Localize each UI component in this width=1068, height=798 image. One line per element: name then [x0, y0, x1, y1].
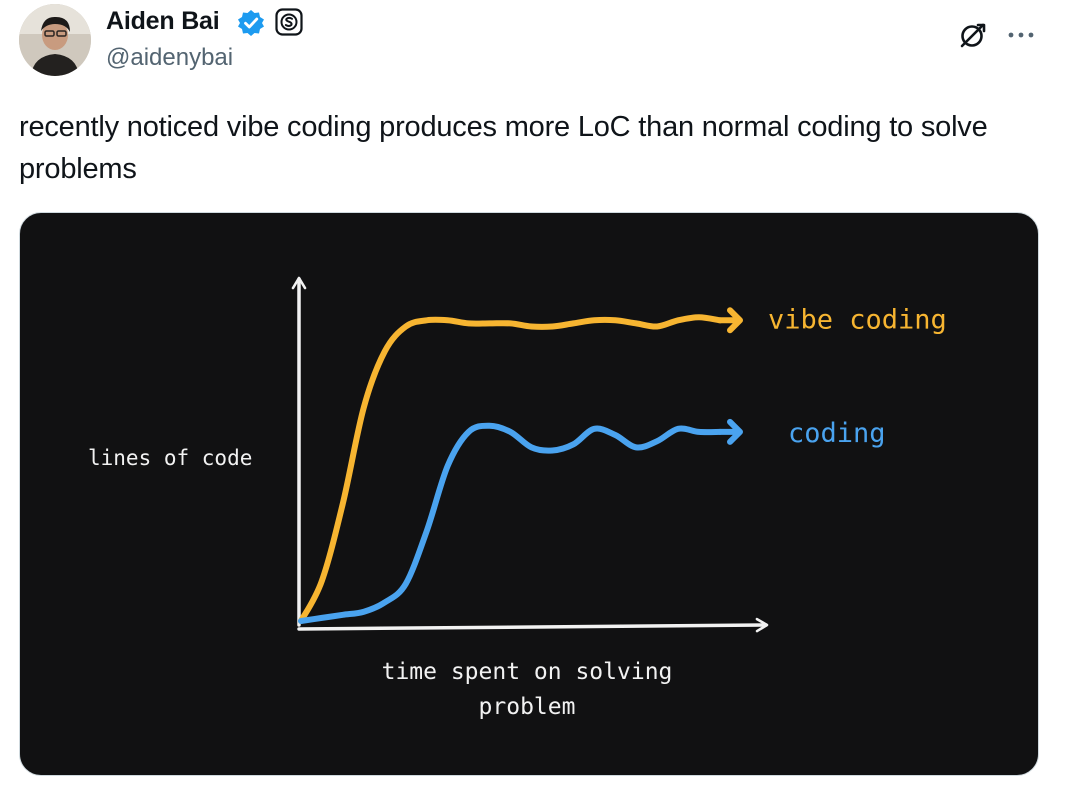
- author-handle[interactable]: @aidenybai: [106, 44, 234, 71]
- y-axis-label: lines of code: [88, 446, 252, 470]
- x-axis-label-line-1: time spent on solving: [382, 659, 673, 685]
- verified-badge-icon: [236, 8, 266, 38]
- series-label-vibe-coding: vibe coding: [768, 304, 947, 335]
- series-line-vibe-coding: [298, 314, 723, 624]
- series-arrowhead-coding: [717, 418, 743, 445]
- series-label-coding: coding: [788, 418, 886, 449]
- series-line-coding: [298, 422, 723, 624]
- author-name[interactable]: Aiden Bai: [106, 7, 220, 35]
- affiliate-badge-icon[interactable]: [274, 7, 304, 37]
- series-arrowhead-vibe-coding: [717, 307, 743, 334]
- x-axis-label-line-2: problem: [479, 694, 576, 720]
- line-chart: lines of code time spent on solving prob…: [88, 276, 947, 720]
- avatar[interactable]: [19, 4, 91, 76]
- more-options-icon[interactable]: [1004, 20, 1038, 50]
- tweet-media-image[interactable]: lines of code time spent on solving prob…: [19, 212, 1039, 776]
- x-axis: [297, 617, 769, 633]
- grok-icon[interactable]: [956, 18, 990, 52]
- tweet-text: recently noticed vibe coding produces mo…: [19, 111, 988, 185]
